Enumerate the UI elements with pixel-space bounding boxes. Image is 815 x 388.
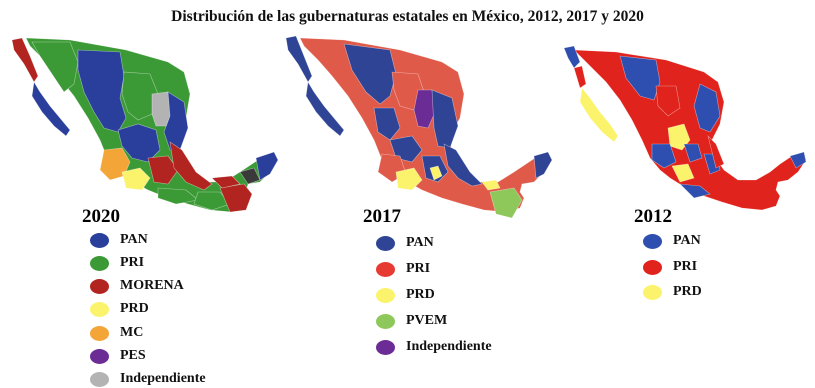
- legend-label: PAN: [120, 232, 148, 247]
- legend-label: PRI: [673, 259, 698, 274]
- oaxaca-2012: [679, 183, 711, 199]
- tamaulipas-2012: [693, 83, 721, 133]
- legend-label: PRI: [120, 255, 145, 270]
- legend-item: Independiente: [90, 371, 206, 387]
- central-morena-2020: [147, 155, 179, 185]
- veracruz-pan-2017: [443, 143, 483, 187]
- baja-mid-2012: [573, 65, 587, 89]
- tabasco-morena-2020: [211, 175, 241, 189]
- chiapas-morena-2020: [219, 183, 253, 213]
- legend-item: Independiente: [376, 339, 492, 355]
- mexico-city-prd-2017: [429, 165, 443, 181]
- legend-label: PRD: [120, 301, 149, 316]
- legend-label: PAN: [673, 233, 701, 248]
- baja-north-2017: [285, 35, 313, 83]
- oaxaca-2020: [193, 191, 231, 211]
- legend-swatch-independiente: [376, 339, 395, 355]
- legend-swatch-independiente: [90, 371, 109, 387]
- legend-label: PAN: [406, 235, 434, 250]
- legend-label: PVEM: [406, 313, 448, 328]
- quintana-roo-2017: [533, 151, 553, 179]
- coahuila-2012: [655, 85, 681, 117]
- guanajuato-2012: [683, 143, 703, 163]
- jalisco-2012: [651, 143, 677, 169]
- legend-item: PVEM: [376, 313, 447, 329]
- legend-item: PES: [90, 348, 146, 364]
- legend-item: PRI: [643, 259, 697, 275]
- year-label-2017: 2017: [363, 206, 401, 227]
- chiapas-pvem-2017: [489, 187, 523, 219]
- legend-label: PES: [120, 348, 146, 363]
- legend-swatch-mc: [90, 325, 109, 341]
- tabasco-2017: [481, 179, 501, 191]
- guerrero-2020: [157, 187, 199, 205]
- legend-item: PRD: [376, 287, 435, 303]
- chihuahua-2017: [343, 43, 397, 105]
- legend-swatch-pes: [90, 348, 109, 364]
- legend-swatch-pvem: [376, 313, 395, 329]
- legend-label: PRD: [673, 284, 702, 299]
- baja-north-2020: [11, 37, 39, 83]
- legend-label: Independiente: [120, 371, 206, 386]
- legend-item: PAN: [376, 235, 434, 251]
- coahuila-2020: [121, 71, 159, 121]
- legend-label: Independiente: [406, 339, 492, 354]
- michoacan-2012: [671, 163, 695, 183]
- legend-swatch-pri: [90, 255, 109, 271]
- legend-swatch-prd: [643, 284, 662, 300]
- map-2012: [563, 45, 807, 211]
- legend-item: PRI: [90, 255, 144, 271]
- map-2017: [285, 35, 553, 219]
- mainland-2012: [573, 49, 807, 211]
- legend-item: PRD: [90, 301, 149, 317]
- baja-north-2012: [563, 45, 581, 69]
- legend-label: MORENA: [120, 278, 184, 293]
- michoacan-prd-2020: [121, 167, 151, 191]
- sonora-2012: [619, 55, 661, 101]
- legend-item: PAN: [643, 233, 701, 249]
- veracruz-2012: [707, 135, 725, 169]
- legend-swatch-prd: [376, 287, 395, 303]
- legend-item: MORENA: [90, 278, 184, 294]
- legend-item: PAN: [90, 232, 148, 248]
- baja-sur-2020: [31, 81, 71, 137]
- yucatan-2012: [789, 151, 807, 169]
- legend-swatch-pan: [376, 235, 395, 251]
- legend-swatch-pan: [643, 233, 662, 249]
- veracruz-morena-2020: [169, 141, 213, 191]
- figure-title: Distribución de las gubernaturas estatal…: [171, 8, 644, 25]
- legend-item: PRD: [643, 284, 702, 300]
- legend-label: MC: [120, 325, 144, 340]
- baja-sur-2017: [305, 81, 345, 137]
- legend-swatch-morena: [90, 278, 109, 294]
- chihuahua-2020: [77, 49, 127, 133]
- legend-swatch-pri: [643, 259, 662, 275]
- year-label-2012: 2012: [634, 206, 672, 227]
- legend-swatch-pan: [90, 232, 109, 248]
- year-label-2020: 2020: [82, 206, 120, 227]
- legend-swatch-pri: [376, 261, 395, 277]
- central-pan-2020: [117, 123, 161, 163]
- legend-swatch-prd: [90, 301, 109, 317]
- durango-2017: [373, 107, 401, 141]
- sonora-2020: [31, 41, 79, 93]
- legend-label: PRI: [406, 261, 431, 276]
- michoacan-prd-2017: [395, 167, 423, 191]
- legend-label: PRD: [406, 287, 435, 302]
- baja-sur-2012: [579, 87, 619, 143]
- legend-item: PRI: [376, 261, 430, 277]
- quintana-roo-2020: [255, 151, 279, 181]
- map-2020: [11, 37, 279, 213]
- legend-item: MC: [90, 325, 143, 341]
